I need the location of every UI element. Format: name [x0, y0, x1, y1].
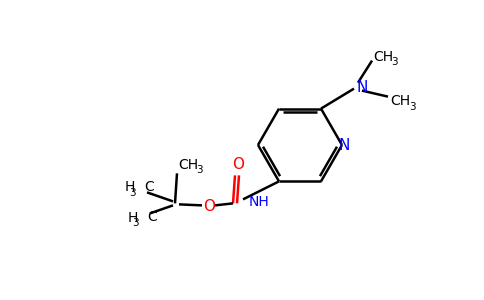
Text: H: H [124, 180, 135, 194]
Text: 3: 3 [129, 188, 136, 198]
Text: C: C [144, 180, 154, 194]
Text: O: O [232, 157, 244, 172]
Text: N: N [357, 80, 368, 95]
Text: 3: 3 [133, 218, 139, 228]
Text: C: C [147, 210, 157, 224]
Text: 3: 3 [391, 57, 397, 67]
Text: H: H [128, 212, 138, 225]
Text: CH: CH [390, 94, 410, 108]
Text: 3: 3 [196, 165, 202, 176]
Text: CH: CH [373, 50, 393, 64]
Text: N: N [338, 139, 349, 154]
Text: 3: 3 [408, 102, 415, 112]
Text: NH: NH [249, 195, 270, 209]
Text: O: O [203, 199, 215, 214]
Text: CH: CH [178, 158, 198, 172]
